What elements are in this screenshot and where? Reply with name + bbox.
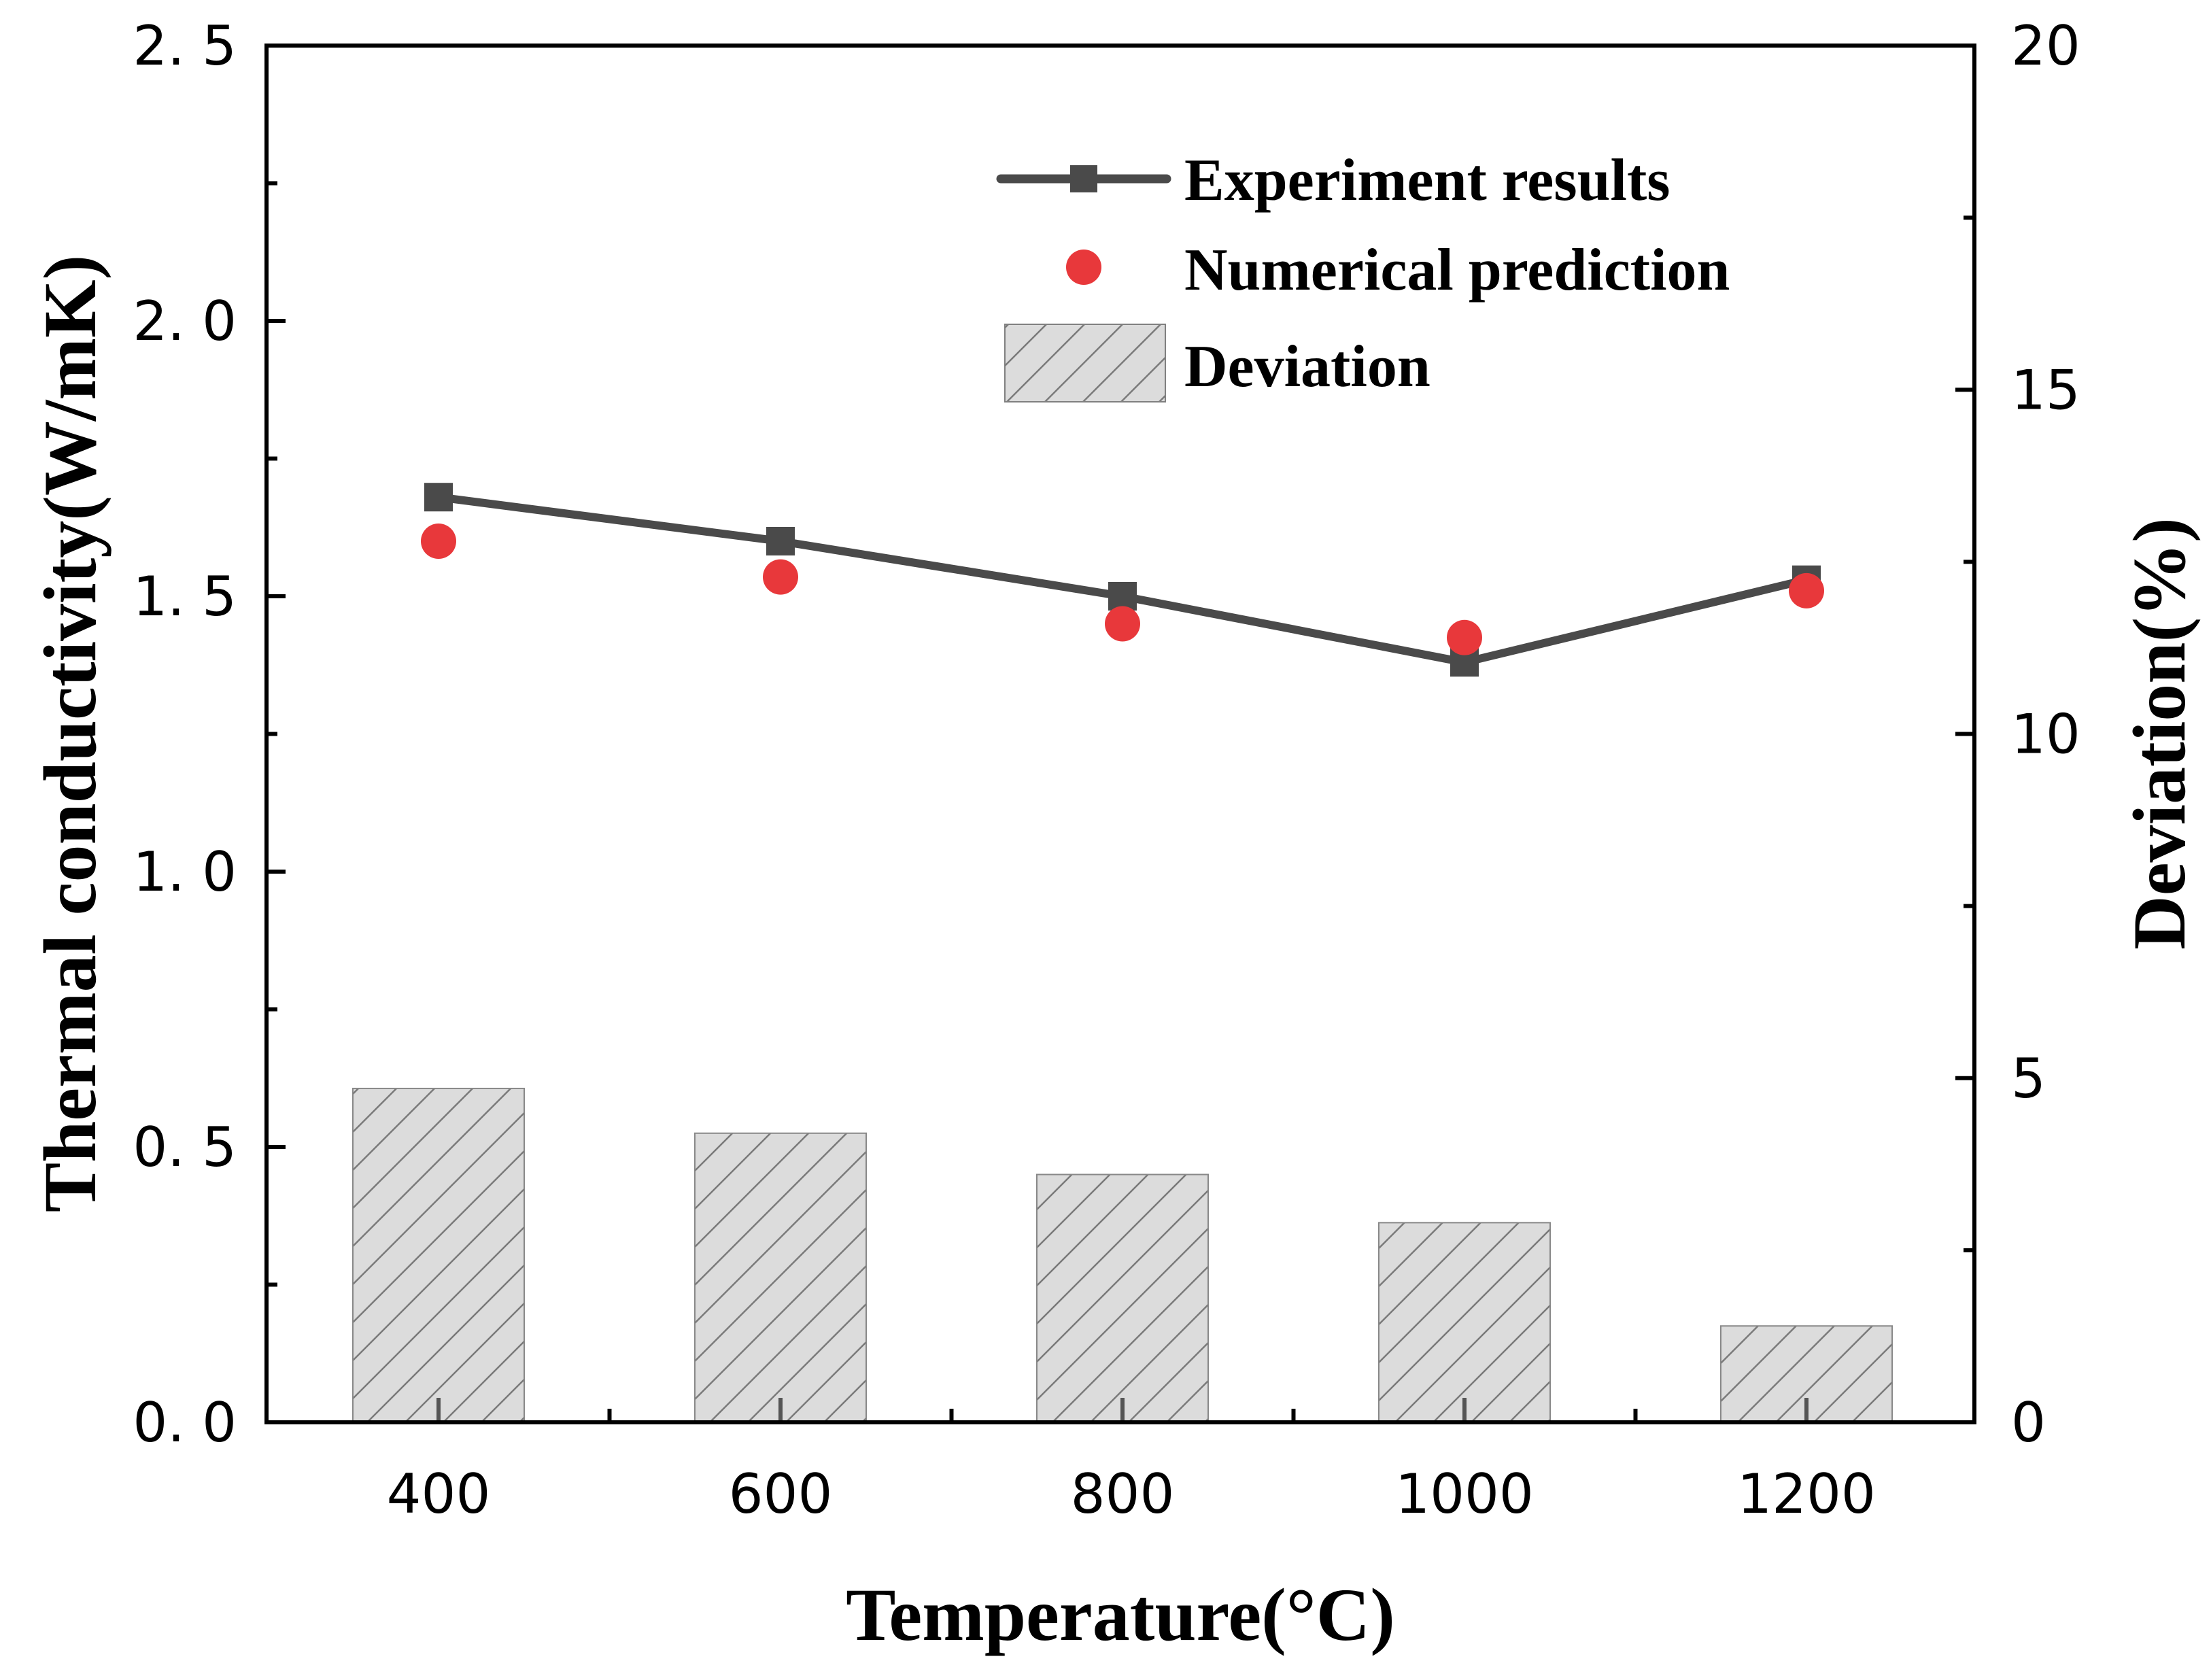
legend: Experiment results Numerical prediction …	[996, 148, 1730, 402]
experiment-series	[424, 483, 1821, 677]
y2-tick-label: 10	[2011, 703, 2080, 766]
prediction-point	[1789, 572, 1824, 608]
x-tick-label: 1000	[1395, 1462, 1534, 1526]
y-tick-label: 2. 0	[133, 290, 237, 353]
y2-tick-label: 5	[2011, 1047, 2046, 1110]
x-axis-title: Temperature(°C)	[846, 1573, 1395, 1656]
legend-label-experiment: Experiment results	[1184, 148, 1670, 213]
y-tick-label: 1. 5	[133, 565, 237, 628]
prediction-point	[1447, 619, 1482, 655]
x-axis-tick-labels: 400 600 800 1000 1200	[387, 1462, 1876, 1526]
y2-axis-title: Deviation(%)	[2118, 517, 2201, 949]
legend-label-deviation: Deviation	[1184, 334, 1430, 400]
deviation-bar	[352, 1087, 525, 1423]
prediction-point	[421, 524, 456, 559]
prediction-series	[421, 524, 1824, 655]
deviation-bar	[1036, 1173, 1209, 1423]
x-tick-label: 400	[387, 1462, 491, 1526]
experiment-point	[766, 527, 795, 555]
y2-tick-label: 20	[2011, 14, 2080, 78]
experiment-point	[424, 483, 453, 512]
deviation-bar	[694, 1132, 867, 1423]
y-tick-label: 1. 0	[133, 840, 237, 904]
prediction-point	[763, 559, 798, 595]
y-axis-tick-labels: 0. 0 0. 5 1. 0 1. 5 2. 0 2. 5	[133, 14, 237, 1454]
deviation-bars	[352, 1087, 1893, 1423]
experiment-point	[1108, 582, 1137, 611]
y-tick-label: 0. 5	[133, 1116, 237, 1179]
y-tick-label: 2. 5	[133, 14, 237, 78]
y-axis-title: Thermal conductivity(W/mK)	[29, 255, 112, 1212]
y2-tick-label: 0	[2011, 1391, 2046, 1454]
x-tick-label: 1200	[1737, 1462, 1876, 1526]
y-tick-label: 0. 0	[133, 1391, 237, 1454]
legend-circle-marker	[1066, 250, 1101, 285]
y2-axis-tick-labels: 0 5 10 15 20	[2011, 14, 2080, 1454]
deviation-bar	[1378, 1222, 1551, 1423]
legend-label-prediction: Numerical prediction	[1184, 237, 1730, 303]
y2-tick-label: 15	[2011, 358, 2080, 422]
x-tick-label: 800	[1071, 1462, 1175, 1526]
legend-hatch-swatch	[1004, 324, 1166, 402]
prediction-point	[1105, 606, 1140, 642]
x-tick-label: 600	[729, 1462, 833, 1526]
legend-square-marker	[1070, 165, 1097, 192]
plot-frame	[264, 44, 1976, 1424]
